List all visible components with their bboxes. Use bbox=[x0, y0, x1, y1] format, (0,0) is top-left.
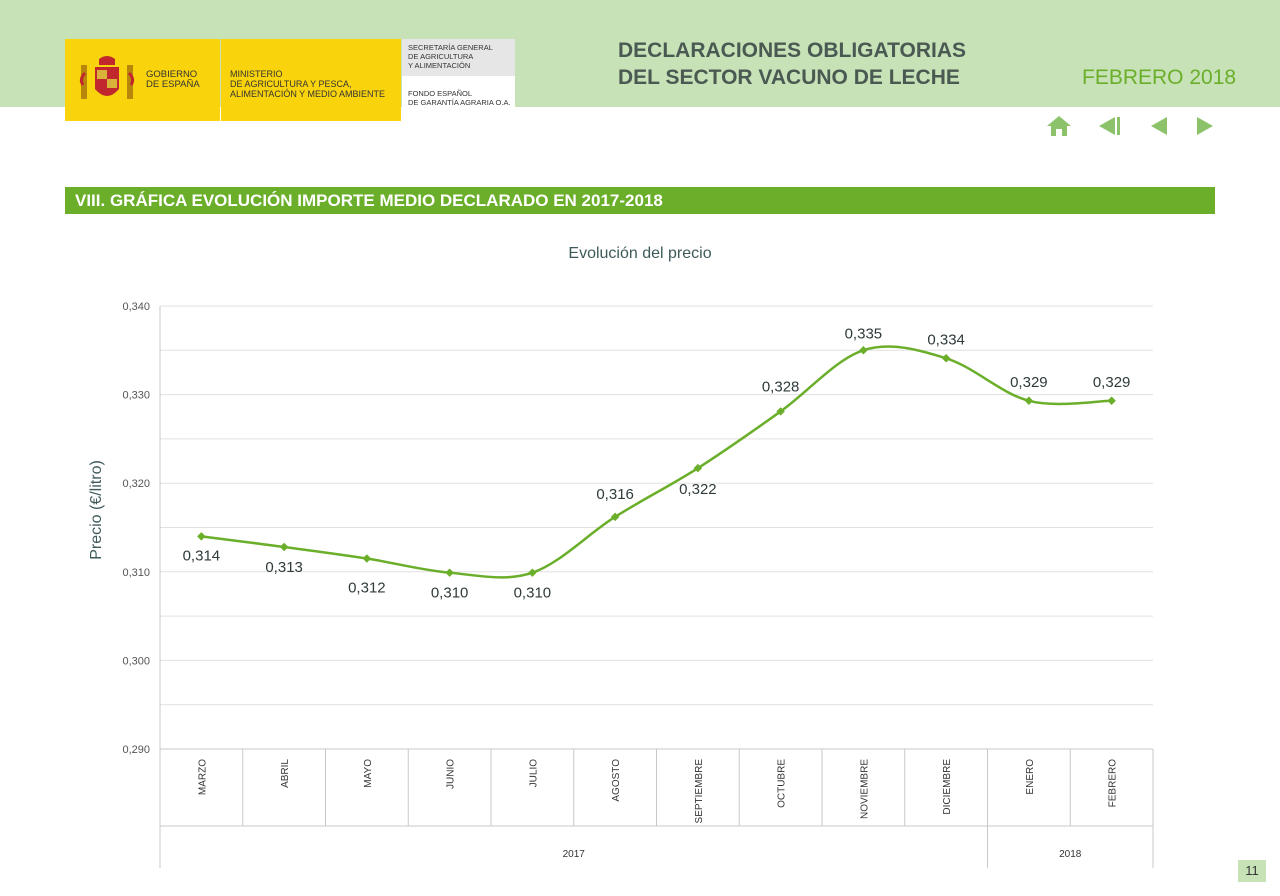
data-label: 0,314 bbox=[183, 547, 221, 564]
y-tick-label: 0,290 bbox=[122, 744, 150, 756]
x-tick-label: ENERO bbox=[1025, 759, 1036, 795]
x-tick-label: SEPTIEMBRE bbox=[694, 759, 705, 824]
first-page-button[interactable] bbox=[1094, 112, 1124, 140]
y-tick-label: 0,310 bbox=[122, 567, 150, 579]
data-point bbox=[776, 407, 785, 416]
document-title: DECLARACIONES OBLIGATORIAS DEL SECTOR VA… bbox=[618, 39, 967, 89]
data-label: 0,313 bbox=[265, 559, 303, 576]
x-tick-label: JUNIO bbox=[446, 759, 457, 789]
first-page-icon bbox=[1099, 117, 1120, 135]
data-label: 0,334 bbox=[927, 331, 965, 348]
data-point bbox=[528, 568, 537, 577]
data-point bbox=[941, 354, 951, 363]
y-axis-ticks: 0,290 0,300 0,310 0,320 0,330 0,340 bbox=[122, 301, 150, 756]
home-icon bbox=[1047, 116, 1071, 136]
data-point bbox=[197, 532, 206, 541]
data-label: 0,322 bbox=[679, 481, 717, 498]
x-tick-label: JULIO bbox=[528, 759, 539, 788]
data-label: 0,312 bbox=[348, 580, 386, 597]
page-number: 11 bbox=[1238, 860, 1266, 882]
price-series bbox=[197, 345, 1116, 579]
data-point bbox=[445, 568, 454, 577]
document-date: FEBRERO 2018 bbox=[1082, 66, 1237, 89]
data-point bbox=[693, 463, 703, 473]
ministerio-text: MINISTERIO DE AGRICULTURA Y PESCA, ALIME… bbox=[230, 69, 386, 99]
y-tick-label: 0,340 bbox=[122, 301, 150, 313]
x-tick-label: NOVIEMBRE bbox=[859, 759, 870, 819]
ministerio-logo: MINISTERIO DE AGRICULTURA Y PESCA, ALIME… bbox=[221, 39, 401, 121]
x-tick-label: ABRIL bbox=[280, 759, 291, 788]
x-tick-label: MAYO bbox=[363, 759, 374, 788]
coat-of-arms-icon bbox=[79, 56, 135, 99]
next-button[interactable] bbox=[1190, 112, 1220, 140]
section-header: VIII. GRÁFICA EVOLUCIÓN IMPORTE MEDIO DE… bbox=[65, 187, 1215, 214]
data-point bbox=[1107, 396, 1116, 406]
secretaria-logo: SECRETARÍA GENERAL DE AGRICULTURA Y ALIM… bbox=[402, 39, 515, 121]
previous-icon bbox=[1151, 117, 1167, 135]
chart-title: Evolución del precio bbox=[568, 245, 711, 262]
x-tick-label: FEBRERO bbox=[1108, 759, 1119, 808]
x-tick-label: OCTUBRE bbox=[777, 759, 788, 808]
y-tick-label: 0,330 bbox=[122, 390, 150, 402]
section-title: VIII. GRÁFICA EVOLUCIÓN IMPORTE MEDIO DE… bbox=[75, 191, 663, 210]
data-point bbox=[1024, 396, 1034, 406]
x-axis-categories: MARZO ABRIL MAYO JUNIO JULIO AGOSTO SEPTIEMBRE… bbox=[197, 749, 1154, 868]
data-label: 0,310 bbox=[431, 585, 469, 602]
previous-button[interactable] bbox=[1144, 112, 1174, 140]
data-label: 0,335 bbox=[845, 325, 883, 342]
fondo-text: FONDO ESPAÑOL DE GARANTÍA AGRARIA O.A. bbox=[408, 89, 511, 107]
y-tick-label: 0,300 bbox=[122, 655, 150, 667]
home-button[interactable] bbox=[1044, 112, 1074, 140]
data-label: 0,329 bbox=[1010, 374, 1048, 391]
data-point bbox=[610, 512, 620, 522]
data-label: 0,329 bbox=[1093, 374, 1131, 391]
data-label: 0,328 bbox=[762, 378, 800, 395]
data-labels: 0,314 0,313 0,312 0,310 0,310 0,316 0,322 0,328… bbox=[183, 325, 1131, 601]
y-axis-label: Precio (€/litro) bbox=[88, 460, 105, 560]
group-label: 2017 bbox=[563, 849, 586, 860]
group-label: 2018 bbox=[1059, 849, 1082, 860]
secretaria-box bbox=[402, 39, 515, 76]
data-label: 0,310 bbox=[514, 585, 552, 602]
price-line bbox=[201, 345, 1112, 579]
y-tick-label: 0,320 bbox=[122, 478, 150, 490]
data-point bbox=[279, 542, 289, 552]
x-tick-label: MARZO bbox=[197, 759, 208, 795]
gobierno-text: GOBIERNO DE ESPAÑA bbox=[146, 69, 200, 90]
secretaria-text: SECRETARÍA GENERAL DE AGRICULTURA Y ALIM… bbox=[408, 43, 493, 70]
data-point bbox=[362, 554, 372, 563]
data-point bbox=[859, 346, 868, 355]
data-label: 0,316 bbox=[596, 486, 634, 503]
x-tick-label: DICIEMBRE bbox=[942, 759, 953, 815]
gobierno-logo: GOBIERNO DE ESPAÑA bbox=[65, 39, 220, 121]
next-icon bbox=[1197, 117, 1213, 135]
x-tick-label: AGOSTO bbox=[611, 759, 622, 802]
